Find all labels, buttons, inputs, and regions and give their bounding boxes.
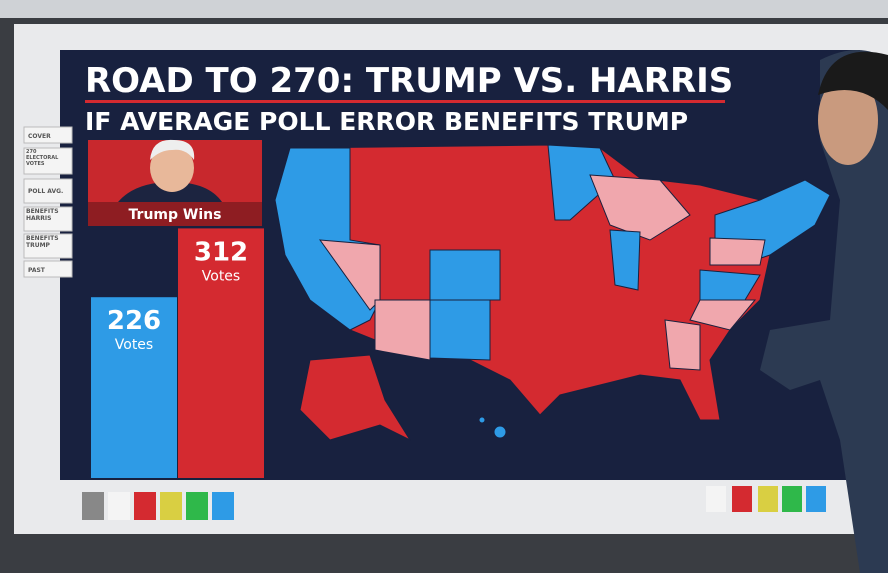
us-map	[274, 144, 831, 442]
menu-label: 270 ELECTORAL VOTES	[26, 149, 59, 167]
title: ROAD TO 270: TRUMP VS. HARRIS	[85, 61, 733, 101]
presenter	[760, 50, 888, 573]
map-state	[709, 237, 766, 266]
tool-button[interactable]	[108, 492, 130, 520]
presenter-hair	[818, 51, 888, 110]
tool-button[interactable]	[82, 492, 104, 520]
tool-button[interactable]	[160, 492, 182, 520]
menu-button[interactable]	[23, 126, 73, 144]
menu-label-box: BENEFITS TRUMP	[26, 235, 59, 249]
toolbar-left	[82, 492, 234, 520]
map-state	[689, 299, 757, 331]
photo-suit	[118, 182, 222, 202]
presenter-head	[818, 75, 878, 165]
winner-banner	[88, 202, 262, 226]
title-rule	[85, 100, 725, 103]
vote-bar	[178, 228, 264, 478]
menu-label: BENEFITS HARRIS	[26, 208, 59, 222]
map-state	[374, 299, 431, 361]
tool-button[interactable]	[782, 486, 802, 512]
winner-label: Trump Wins	[129, 207, 222, 223]
tool-button[interactable]	[212, 492, 234, 520]
toolbar-right	[706, 486, 826, 512]
tool-button[interactable]	[806, 486, 826, 512]
menu-button[interactable]	[23, 147, 73, 175]
tool-button[interactable]	[732, 486, 752, 512]
wall	[0, 0, 888, 18]
vote-count: 226	[107, 306, 161, 336]
menu-button[interactable]	[23, 260, 73, 278]
map-alaska	[299, 354, 412, 442]
menu-label: POLL AVG.	[28, 188, 63, 195]
menu-label: COVER	[28, 133, 51, 140]
tool-button[interactable]	[186, 492, 208, 520]
map-state	[609, 229, 641, 291]
map-state	[429, 249, 501, 301]
subtitle: IF AVERAGE POLL ERROR BENEFITS TRUMP	[85, 107, 688, 136]
map-state	[429, 299, 491, 361]
menu-label: PAST	[28, 267, 46, 274]
menu: COVER 270 ELECTORAL VOTES POLL AVG. BENE…	[23, 126, 73, 278]
menu-label-box: 270 ELECTORAL VOTES	[26, 149, 59, 167]
tool-button[interactable]	[758, 486, 778, 512]
photo-hair	[150, 139, 195, 160]
menu-button[interactable]	[23, 233, 73, 259]
tool-button[interactable]	[706, 486, 726, 512]
photo-face	[150, 144, 194, 192]
map-hawaii	[493, 425, 507, 439]
menu-button[interactable]	[23, 178, 73, 204]
map-state	[664, 319, 701, 371]
vote-count: 312	[194, 237, 248, 267]
map-hawaii	[478, 416, 486, 424]
vote-bar	[91, 297, 177, 478]
map-state	[589, 174, 691, 241]
menu-label-box: BENEFITS HARRIS	[26, 208, 59, 222]
vote-unit: Votes	[115, 337, 153, 353]
tool-button[interactable]	[134, 492, 156, 520]
menu-button[interactable]	[23, 206, 73, 232]
map-state	[547, 144, 616, 221]
vote-unit: Votes	[202, 268, 240, 284]
menu-label: BENEFITS TRUMP	[26, 235, 59, 249]
